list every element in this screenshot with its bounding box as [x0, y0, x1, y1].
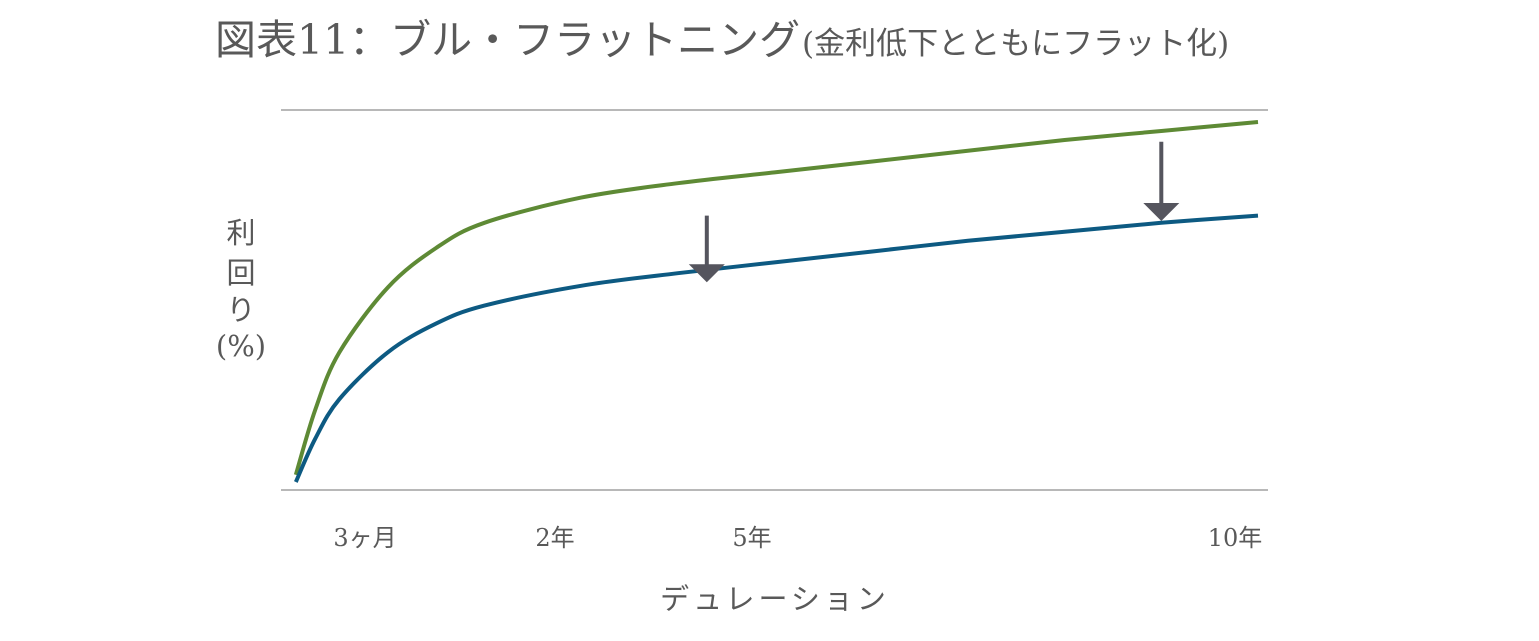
x-tick-label-10y: 10年 — [1208, 524, 1263, 552]
y-axis-label-char-4: (%) — [216, 329, 266, 363]
down-arrow-head — [688, 264, 725, 283]
down-arrow-2 — [1143, 141, 1180, 221]
arrow-layer — [688, 141, 1180, 283]
y-axis-label-char-3: り — [226, 293, 255, 327]
chart-title: 図表11：ブル・フラットニング — [215, 16, 800, 64]
x-axis-label: デュレーション — [660, 582, 890, 616]
yield-curve-after-line — [294, 213, 1259, 483]
series-layer — [293, 120, 1259, 483]
down-arrow-head — [1143, 203, 1180, 221]
y-axis-label-char-2: 回 — [226, 256, 255, 290]
chart-subtitle: (金利低下とともにフラット化) — [802, 26, 1229, 62]
x-tick-label-2y: 2年 — [535, 524, 574, 552]
x-tick-label-5y: 5年 — [732, 524, 771, 552]
x-axis-ticks: 3ヶ月 2年 5年 10年 — [333, 524, 1262, 552]
y-axis-label-char-1: 利 — [226, 216, 255, 250]
y-axis-label: 利 回 り (%) — [216, 216, 266, 363]
x-tick-label-3m: 3ヶ月 — [333, 524, 396, 552]
down-arrow-1 — [688, 215, 725, 283]
yield-curve-before-line — [293, 120, 1259, 476]
